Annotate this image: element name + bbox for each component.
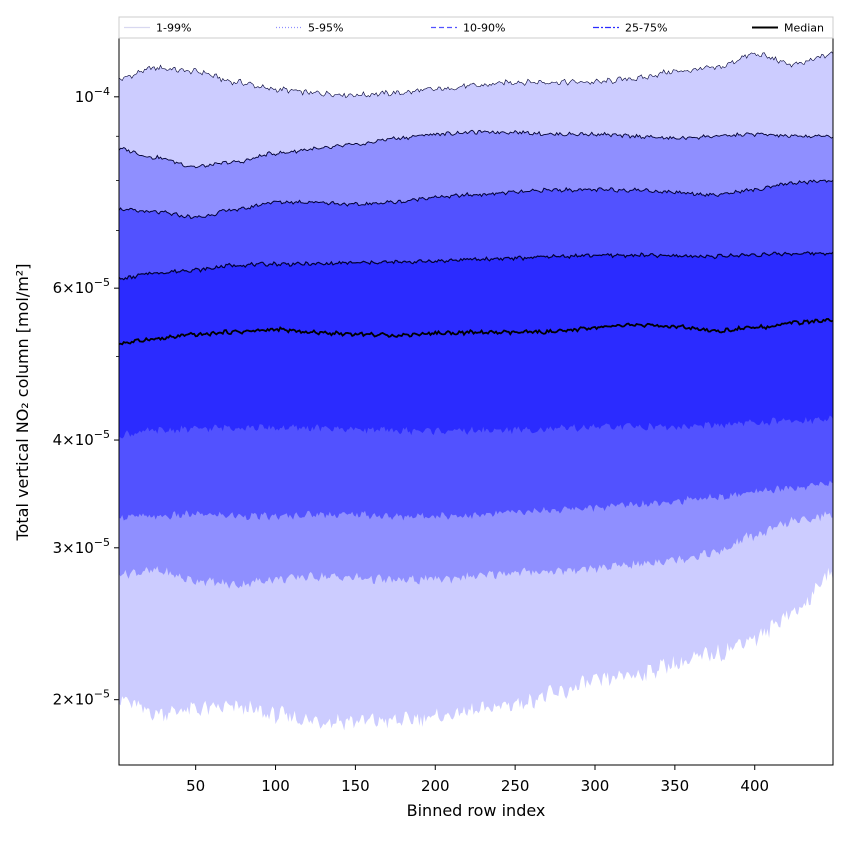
y-tick-label: 2×10−5 (53, 688, 110, 709)
legend-label: 10-90% (463, 22, 505, 35)
band-25-75 (119, 251, 833, 439)
legend-label: 5-95% (308, 22, 343, 35)
x-axis: 50 100 150 200 250 300 350 400 (186, 765, 769, 795)
band-upper-line-1 (118, 129, 834, 169)
y-tick-label: 10−4 (75, 85, 110, 106)
lines-layer (118, 51, 834, 346)
y-axis: 2×10−5 3×10−5 4×10−5 6×10−5 10−4 (53, 85, 119, 709)
x-tick-label: 300 (581, 777, 610, 795)
bands-layer (119, 51, 833, 731)
x-tick-label: 250 (501, 777, 530, 795)
y-axis-label: Total vertical NO₂ column [mol/m²] (13, 264, 32, 542)
y-tick-label: 3×10−5 (53, 536, 110, 557)
x-tick-label: 150 (341, 777, 370, 795)
x-tick-label: 200 (421, 777, 450, 795)
x-tick-label: 400 (740, 777, 769, 795)
y-tick-label: 4×10−5 (53, 428, 110, 449)
legend-box (118, 16, 834, 39)
legend-label: 25-75% (625, 22, 667, 35)
legend: 1-99% 5-95% 10-90% 25-75% Median (118, 16, 834, 39)
x-axis-label: Binned row index (407, 801, 546, 820)
band-upper-line-3 (118, 251, 834, 281)
legend-label: Median (784, 22, 824, 35)
band-upper-line-2 (118, 179, 834, 220)
y-tick-label: 6×10−5 (53, 276, 110, 297)
x-tick-label: 50 (186, 777, 205, 795)
median-line (118, 317, 834, 346)
x-tick-label: 100 (261, 777, 290, 795)
x-tick-label: 350 (661, 777, 690, 795)
band-upper-line-0 (118, 51, 834, 99)
legend-label: 1-99% (156, 22, 191, 35)
